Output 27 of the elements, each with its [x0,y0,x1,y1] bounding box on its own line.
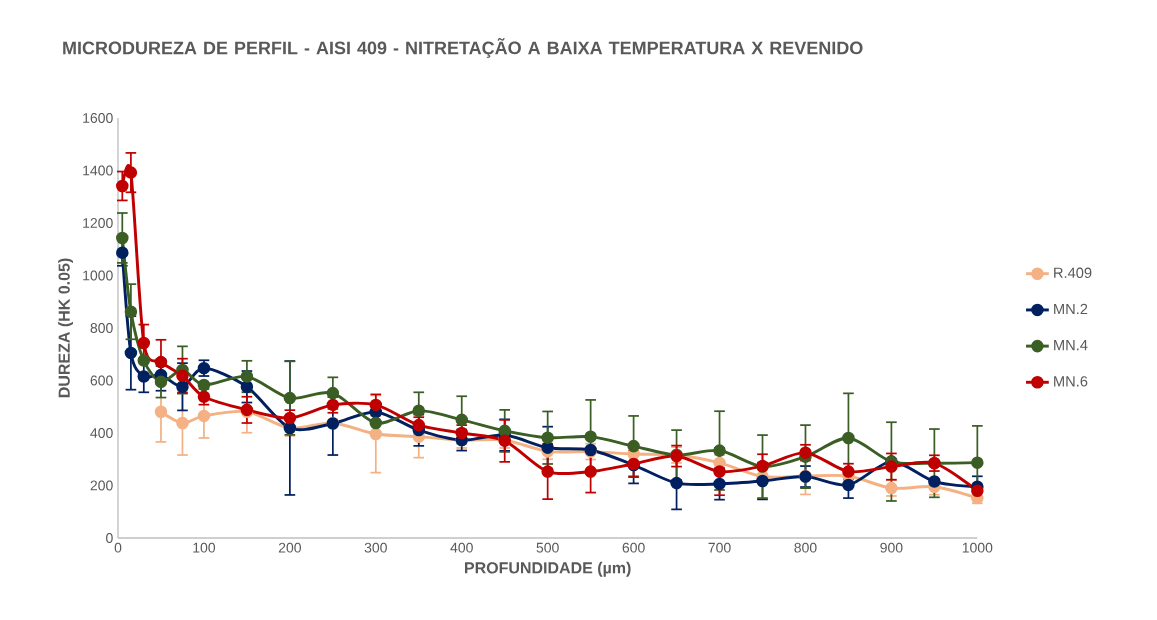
chart-title: MICRODUREZA DE PERFIL - AISI 409 - NITRETAÇÃO A BAIXA TEMPERATURA X REVENIDO [63,38,863,58]
y-tick-label: 1600 [83,113,113,123]
x-tick-label: 600 [622,542,645,553]
y-tick-label: 200 [90,480,113,491]
x-tick-label: 700 [708,542,731,553]
x-tick-label: 400 [450,542,473,553]
y-tick-label: 1400 [83,165,113,176]
x-tick-label: 100 [193,542,216,553]
y-axis-title: DUREZA (HK 0.05) [58,258,73,398]
x-tick-label: 800 [794,542,817,553]
x-tick-label: 300 [364,542,387,553]
legend-label: R.409 [1054,267,1092,278]
y-tick-label: 800 [90,323,113,333]
y-tick-label: 400 [90,428,113,438]
y-tick-label: 600 [90,375,113,386]
y-tick-label: 1200 [83,218,113,228]
legend-label: MN.2 [1054,303,1088,315]
x-axis-title: PROFUNDIDADE (µm) [465,561,631,577]
x-tick-label: 1000 [962,542,993,553]
x-tick-label: 0 [114,542,122,553]
x-tick-label: 200 [278,542,301,553]
y-tick-label: 1000 [83,270,113,281]
y-tick-label: 0 [106,533,113,543]
x-tick-label: 500 [536,542,559,553]
legend-label: MN.4 [1054,340,1088,351]
legend-label: MN.6 [1054,376,1088,387]
x-tick-label: 900 [880,542,903,553]
